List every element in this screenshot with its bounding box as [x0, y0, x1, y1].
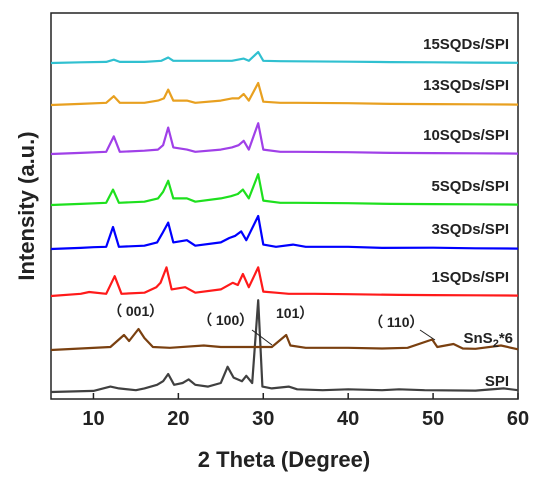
x-tick-label-40: 40 [337, 408, 359, 430]
series-line-1 [50, 327, 519, 352]
series-label-sns2: SnS2*6 [464, 330, 514, 350]
annotation-arrow-110 [419, 329, 436, 341]
series-line-2 [50, 266, 519, 298]
x-axis-title: 2 Theta (Degree) [198, 447, 370, 472]
series-line-4 [50, 173, 519, 207]
series-line-6 [50, 81, 519, 107]
y-axis-title: Intensity (a.u.) [14, 131, 39, 280]
series-line-7 [50, 50, 519, 65]
series-label-10sqds: 10SQDs/SPI [423, 127, 509, 144]
plot-frame [50, 12, 519, 400]
series-lines [50, 50, 519, 394]
series-line-5 [50, 122, 519, 156]
series-line-3 [50, 214, 519, 251]
series-label-spi: SPI [485, 373, 509, 390]
annotation-001: （ 001） [108, 303, 163, 319]
x-tick-label-20: 20 [167, 408, 189, 430]
series-label-13sqds: 13SQDs/SPI [423, 77, 509, 94]
series-label-5sqds: 5SQDs/SPI [431, 178, 509, 195]
x-tick-label-60: 60 [507, 408, 529, 430]
annotation-110: （ 110） [369, 314, 423, 330]
series-label-1sqds: 1SQDs/SPI [431, 269, 509, 286]
annotation-arrow-100 [251, 329, 273, 346]
x-tick-label-10: 10 [82, 408, 104, 430]
series-label-3sqds: 3SQDs/SPI [431, 221, 509, 238]
x-tick-label-30: 30 [252, 408, 274, 430]
series-label-15sqds: 15SQDs/SPI [423, 36, 509, 53]
annotation-101: 101） [276, 305, 313, 321]
x-tick-label-50: 50 [422, 408, 444, 430]
series-line-0 [50, 299, 519, 394]
annotation-100: （ 100） [198, 312, 253, 328]
x-axis-ticks: 10 20 30 40 50 60 [82, 393, 529, 430]
